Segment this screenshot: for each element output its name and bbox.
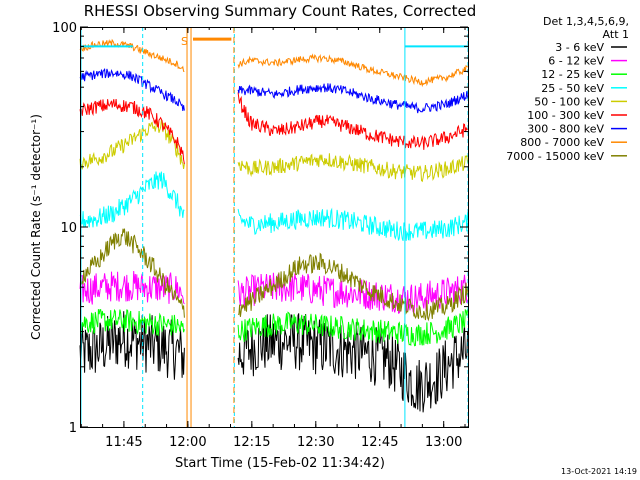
series-line-2 [80, 308, 469, 347]
tick-layer: 11:45 12:00 12:15 12:30 12:45 13:00 1 10 100 [52, 21, 468, 450]
footer-date: 13-Oct-2021 14:19 [561, 467, 637, 476]
legend-label: 100 - 300 keV [527, 109, 604, 122]
legend-label: 800 - 7000 keV [520, 136, 604, 149]
x-tick-label: 13:00 [425, 435, 462, 450]
x-tick-label: 12:45 [361, 435, 398, 450]
series-line-6 [79, 68, 469, 114]
x-axis-label: Start Time (15-Feb-02 11:34:42) [175, 456, 385, 471]
legend-label: 300 - 800 keV [527, 123, 604, 136]
series-line-8 [79, 228, 469, 322]
legend-label: 6 - 12 keV [548, 55, 604, 68]
legend-label: 25 - 50 keV [541, 82, 604, 95]
legend-label: 50 - 100 keV [534, 95, 604, 108]
legend-label: 3 - 6 keV [555, 41, 604, 54]
y-tick-label: 100 [52, 21, 77, 36]
y-axis-label: Corrected Count Rate (s⁻¹ detector⁻¹) [29, 114, 43, 340]
x-tick-label: 11:45 [105, 435, 142, 450]
y-tick-label: 1 [69, 421, 77, 436]
chart-title: RHESSI Observing Summary Count Rates, Co… [84, 2, 477, 20]
series-line-5 [79, 92, 469, 164]
x-tick-label: 12:15 [233, 435, 270, 450]
x-tick-label: 12:30 [297, 435, 334, 450]
series-layer [79, 38, 469, 413]
legend-label: 7000 - 15000 keV [506, 150, 604, 163]
legend-header-line-1: Det 1,3,4,5,6,9, [543, 15, 629, 28]
saa-label: S [181, 35, 188, 48]
legend-label: 12 - 25 keV [541, 68, 604, 81]
series-line-3 [79, 171, 469, 241]
x-tick-label: 12:00 [169, 435, 206, 450]
series-line-1 [79, 270, 469, 316]
legend-header-line-2: Att 1 [603, 28, 629, 41]
y-tick-label: 10 [60, 221, 77, 236]
series-line-4 [79, 118, 469, 183]
